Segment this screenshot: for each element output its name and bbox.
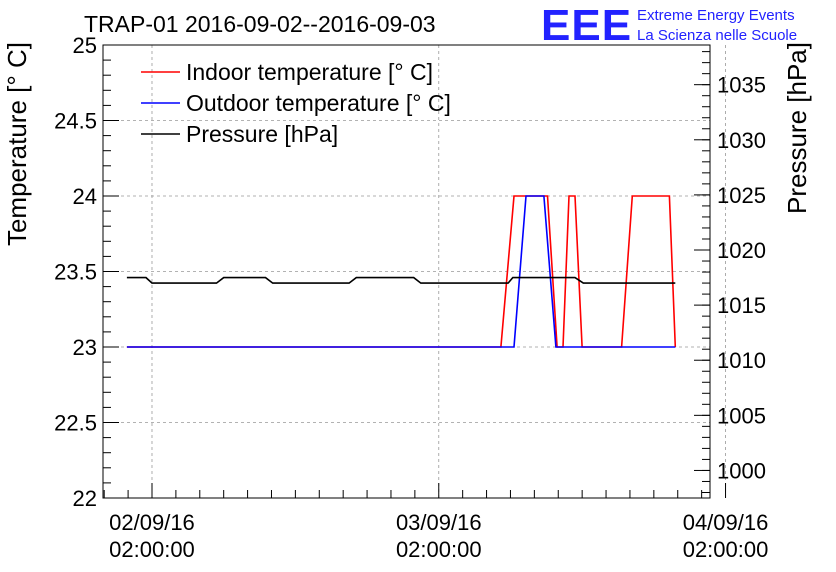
y-axis-right-title: Pressure [hPa] bbox=[782, 42, 812, 214]
y-left-tick-label: 23 bbox=[73, 335, 97, 360]
y-right-tick-label: 1030 bbox=[717, 128, 766, 153]
legend: Indoor temperature [° C] Outdoor tempera… bbox=[141, 59, 451, 147]
y-left-tick-label: 22 bbox=[73, 486, 97, 511]
y-axis-left-title: Temperature [° C] bbox=[2, 42, 32, 246]
outdoor-temperature-line bbox=[126, 195, 676, 348]
legend-label-indoor: Indoor temperature [° C] bbox=[186, 59, 433, 85]
pressure-line bbox=[126, 276, 676, 284]
brand-line-2: La Scienza nelle Scuole bbox=[637, 27, 797, 44]
y-left-tick-label: 24.5 bbox=[54, 109, 97, 134]
y-right-tick-label: 1020 bbox=[717, 238, 766, 263]
x-tick-label-time: 02:00:00 bbox=[396, 537, 482, 562]
eee-logo: EEE bbox=[541, 1, 632, 50]
x-tick-label-date: 04/09/16 bbox=[683, 510, 769, 535]
y-right-tick-label: 1035 bbox=[717, 73, 766, 98]
legend-label-outdoor: Outdoor temperature [° C] bbox=[186, 90, 451, 116]
y-right-tick-label: 1025 bbox=[717, 183, 766, 208]
x-tick-label-time: 02:00:00 bbox=[109, 537, 195, 562]
y-right-tick-label: 1005 bbox=[717, 403, 766, 428]
x-tick-label-time: 02:00:00 bbox=[683, 537, 769, 562]
y-left-tick-label: 25 bbox=[73, 33, 97, 58]
chart-title: TRAP-01 2016-09-02--2016-09-03 bbox=[84, 11, 436, 37]
y-right-tick-label: 1015 bbox=[717, 293, 766, 318]
y-left-tick-label: 24 bbox=[73, 184, 97, 209]
x-tick-label-date: 03/09/16 bbox=[396, 510, 482, 535]
y-left-tick-label: 22.5 bbox=[54, 411, 97, 436]
indoor-temperature-line bbox=[126, 195, 677, 348]
tick-labels: 22 22.5 23 23.5 24 24.5 25 1000 1005 1010 1015 1020… bbox=[54, 33, 768, 562]
tick-marks bbox=[103, 44, 727, 499]
brand-line-1: Extreme Energy Events bbox=[637, 7, 795, 24]
series-lines bbox=[126, 195, 677, 348]
y-right-tick-label: 1010 bbox=[717, 348, 766, 373]
y-left-tick-label: 23.5 bbox=[54, 260, 97, 285]
y-right-tick-label: 1000 bbox=[717, 458, 766, 483]
legend-label-pressure: Pressure [hPa] bbox=[186, 121, 338, 147]
x-tick-label-date: 02/09/16 bbox=[109, 510, 195, 535]
eee-branding: EEE Extreme Energy Events La Scienza nel… bbox=[541, 1, 797, 50]
